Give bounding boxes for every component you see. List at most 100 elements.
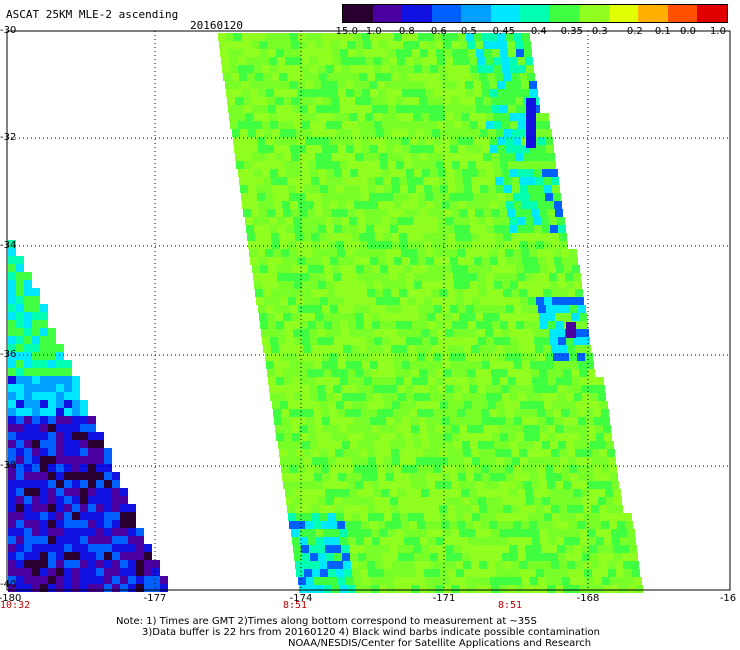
wind-cell (266, 33, 274, 41)
wind-cell (449, 353, 457, 361)
wind-cell (557, 545, 565, 553)
wind-cell (32, 384, 40, 392)
wind-cell (219, 41, 227, 49)
wind-cell (399, 177, 407, 185)
wind-cell (24, 344, 32, 352)
wind-cell (338, 89, 346, 97)
wind-cell (56, 544, 64, 552)
wind-cell (497, 193, 505, 201)
wind-cell (395, 585, 403, 593)
wind-cell (326, 121, 334, 129)
wind-cell (347, 369, 355, 377)
footer-note-line1: Note: 1) Times are GMT 2)Times along bot… (116, 616, 537, 627)
wind-cell (315, 425, 323, 433)
wind-cell (296, 401, 304, 409)
wind-cell (484, 105, 492, 113)
wind-cell (558, 441, 566, 449)
wind-cell (88, 536, 96, 544)
wind-cell (307, 97, 315, 105)
wind-cell (526, 337, 534, 345)
wind-cell (547, 153, 555, 161)
colorbar-segment (461, 5, 492, 22)
wind-cell (455, 177, 463, 185)
wind-cell (64, 504, 72, 512)
wind-cell (112, 584, 120, 592)
wind-cell (635, 585, 643, 593)
wind-cell (573, 385, 581, 393)
wind-cell (16, 536, 24, 544)
wind-cell (446, 337, 454, 345)
wind-cell (571, 313, 579, 321)
wind-cell (269, 329, 277, 337)
wind-cell (362, 89, 370, 97)
wind-cell (582, 497, 590, 505)
wind-cell (235, 153, 243, 161)
wind-cell (375, 561, 383, 569)
wind-cell (571, 481, 579, 489)
longitude-label: -177 (143, 593, 167, 604)
wind-cell (244, 49, 252, 57)
wind-cell (366, 225, 374, 233)
wind-cell (557, 385, 565, 393)
wind-cell (296, 241, 304, 249)
wind-cell (267, 209, 275, 217)
wind-cell (369, 353, 377, 361)
wind-cell (498, 361, 506, 369)
wind-cell (576, 569, 584, 577)
wind-cell (541, 273, 549, 281)
wind-cell (460, 537, 468, 545)
wind-cell (274, 145, 282, 153)
wind-cell (419, 41, 427, 49)
wind-cell (24, 552, 32, 560)
wind-cell (474, 257, 482, 265)
wind-cell (72, 528, 80, 536)
wind-cell (515, 209, 523, 217)
wind-cell (456, 185, 464, 193)
wind-cell (385, 353, 393, 361)
wind-cell (506, 201, 514, 209)
wind-cell (341, 489, 349, 497)
map-date: 20160120 (190, 19, 243, 32)
wind-cell (16, 584, 24, 592)
wind-cell (338, 417, 346, 425)
wind-cell (477, 329, 485, 337)
wind-cell (323, 425, 331, 433)
wind-cell (266, 201, 274, 209)
wind-cell (279, 73, 287, 81)
wind-cell (266, 145, 274, 153)
wind-cell (421, 273, 429, 281)
wind-cell (424, 241, 432, 249)
wind-cell (299, 313, 307, 321)
wind-cell (338, 361, 346, 369)
wind-cell (24, 408, 32, 416)
wind-cell (401, 249, 409, 257)
wind-cell (498, 305, 506, 313)
wind-cell (470, 169, 478, 177)
wind-cell (443, 369, 451, 377)
wind-cell (387, 425, 395, 433)
wind-cell (353, 137, 361, 145)
wind-cell (351, 561, 359, 569)
wind-cell (411, 529, 419, 537)
wind-cell (359, 233, 367, 241)
wind-cell (306, 201, 314, 209)
wind-cell (144, 544, 152, 552)
wind-cell (330, 201, 338, 209)
wind-cell (24, 352, 32, 360)
wind-cell (392, 401, 400, 409)
wind-cell (381, 57, 389, 65)
wind-cell (350, 169, 358, 177)
wind-cell (415, 73, 423, 81)
wind-cell (352, 569, 360, 577)
wind-cell (258, 201, 266, 209)
wind-cell (448, 241, 456, 249)
wind-cell (499, 313, 507, 321)
wind-cell (501, 489, 509, 497)
wind-cell (485, 545, 493, 553)
wind-cell (502, 497, 510, 505)
wind-cell (472, 185, 480, 193)
wind-cell (393, 193, 401, 201)
wind-cell (580, 377, 588, 385)
wind-cell (406, 225, 414, 233)
wind-cell (562, 473, 570, 481)
